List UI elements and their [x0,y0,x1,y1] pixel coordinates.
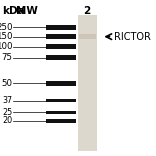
Text: RICTOR: RICTOR [114,32,151,42]
Text: kDa: kDa [2,6,25,16]
Text: 37: 37 [2,96,12,105]
Text: 100: 100 [0,42,12,51]
Bar [46,99,76,102]
Text: 75: 75 [1,53,12,62]
Bar [46,44,76,49]
Bar [46,111,76,114]
Text: 25: 25 [2,108,12,117]
Bar [46,55,76,60]
Text: 50: 50 [1,79,12,88]
Bar [46,25,76,30]
Bar [46,81,76,86]
Text: 20: 20 [2,116,12,125]
Bar [79,34,96,39]
Bar [46,119,76,123]
Text: MW: MW [16,6,38,16]
Text: 150: 150 [0,32,12,41]
Text: 250: 250 [0,23,12,32]
Text: 2: 2 [83,6,90,16]
Bar [78,15,97,151]
Bar [46,34,76,39]
